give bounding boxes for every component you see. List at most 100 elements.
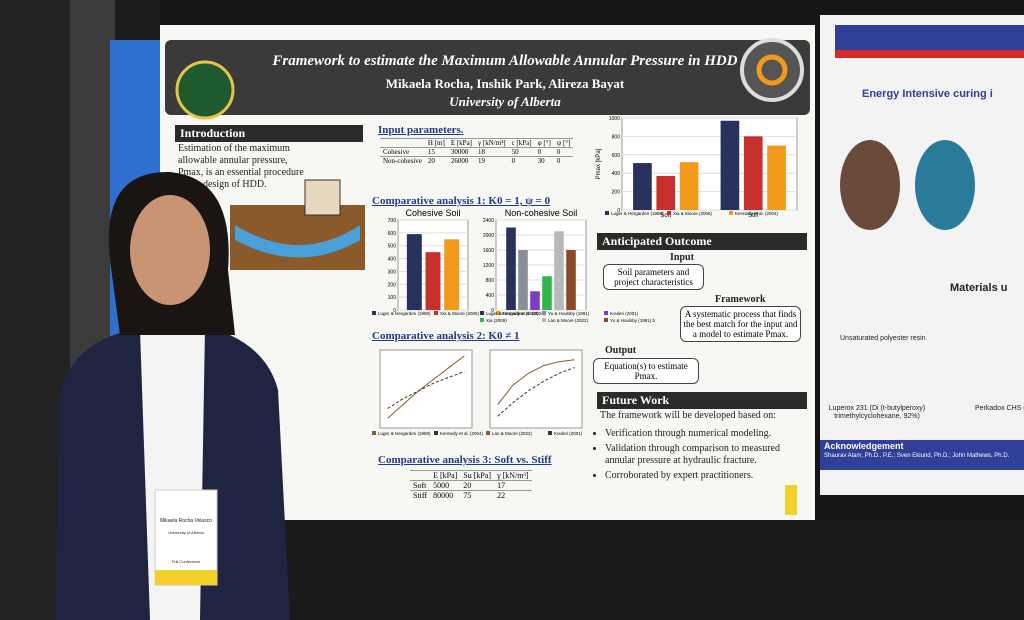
photo-part	[840, 140, 900, 230]
y-tick-label: 100	[388, 295, 397, 301]
ack-bar	[820, 440, 1024, 470]
legend-label: Luger & Hergarden (1988)	[611, 211, 664, 216]
header-cell: E [kPa]	[447, 138, 476, 148]
legend-label: Yu & Houlsby (1991)	[548, 311, 590, 316]
legend-label: Lan & Moore (2022)	[492, 431, 533, 436]
cell: 15	[424, 147, 448, 157]
y-tick-label: 500	[388, 244, 397, 250]
legend-swatch	[548, 431, 552, 435]
cell: Soft	[410, 480, 431, 491]
legend-swatch	[434, 431, 438, 435]
legend-swatch	[496, 311, 500, 315]
banner	[835, 50, 1024, 58]
line	[387, 370, 465, 409]
cell: Cohesive	[380, 147, 425, 157]
caption: Perkadox CHS (dibenzoylper	[975, 405, 1024, 412]
line	[387, 355, 465, 419]
section-heading: Introduction	[175, 125, 363, 142]
right-heading: Energy Intensive curing i	[862, 88, 993, 100]
legend-swatch	[542, 311, 546, 315]
cell: 18	[475, 147, 509, 157]
y-tick-label: 600	[388, 231, 397, 237]
cell: 19	[475, 156, 509, 165]
badge-name: Mikaela Rocha Velasco	[160, 518, 212, 524]
cell: 80000	[430, 490, 461, 500]
cell: 0	[508, 156, 535, 165]
bar	[554, 231, 564, 310]
table-cloth	[160, 520, 1024, 620]
flow-label: Output	[605, 345, 637, 356]
header-cell: E [kPa]	[430, 470, 461, 481]
y-tick-label: 400	[486, 293, 495, 299]
legend-label: Kennedy et al. (2004)	[735, 211, 779, 216]
line	[497, 359, 575, 405]
ack-text: Shaurav Alam, Ph.D., P.E.; Sven Eklund, …	[824, 453, 1010, 459]
bar	[743, 136, 763, 210]
cell: 50	[508, 147, 535, 157]
legend-label: Yu & Houlsby (1991) b	[610, 318, 656, 323]
legend-swatch	[605, 211, 609, 215]
legend-label: Luger & Hergarden (1988)	[378, 311, 431, 316]
bar	[506, 227, 516, 310]
y-tick-label: 700	[388, 218, 397, 224]
bar	[767, 145, 786, 210]
y-tick-label: 400	[388, 257, 397, 263]
badge-strip	[155, 570, 217, 585]
legend-label: Kennedy et al. (2004)	[440, 431, 484, 436]
flow-box: Equation(s) to estimate Pmax.	[593, 358, 699, 384]
y-tick-label: 200	[388, 282, 397, 288]
y-tick-label: 2000	[483, 233, 494, 239]
cell: 26000	[447, 156, 476, 165]
legend-swatch	[604, 318, 608, 322]
legend-swatch	[729, 211, 733, 215]
flow-box: Soil parameters and project characterist…	[603, 264, 704, 290]
section-heading: Future Work	[597, 392, 807, 409]
header-row: E [kPa] Su [kPa] γ [kN/m³]	[410, 470, 532, 481]
cell: 17	[494, 480, 532, 491]
bar	[679, 162, 699, 210]
banner	[835, 25, 1024, 50]
future-list: Verification through numerical modeling.…	[585, 428, 805, 485]
soft-stiff-table: E [kPa] Su [kPa] γ [kN/m³] Soft 5000 20 17 Stif…	[410, 470, 532, 500]
bar	[518, 250, 528, 310]
header-cell: c [kPa]	[508, 138, 535, 148]
y-tick-label: 1200	[483, 263, 494, 269]
bar	[530, 291, 540, 310]
header-cell: γ [kN/m³]	[475, 138, 509, 148]
sticky-note	[785, 485, 797, 515]
badge-org: University of Alberta	[168, 530, 204, 535]
header-cell: φ [°]	[534, 138, 554, 148]
legend-swatch	[486, 431, 490, 435]
bar	[542, 276, 552, 310]
cell: 75	[460, 490, 495, 500]
bar	[566, 250, 576, 310]
legend-label: Kouleri (2001)	[610, 311, 639, 316]
x-tick-label: Soft	[660, 213, 671, 219]
legend-swatch	[434, 311, 438, 315]
row: Cohesive 15 30000 18 50 0 0	[380, 147, 574, 157]
legend-label: Luger & Hergarden (1988)	[486, 311, 539, 316]
legend-label: Kouleri (2001)	[554, 431, 583, 436]
badge-type: Full Conference	[171, 559, 201, 564]
bar	[656, 175, 676, 210]
bar	[406, 234, 422, 310]
bullet: Validation through comparison to measure…	[605, 443, 805, 467]
photo-part	[915, 140, 975, 230]
header-cell: Su [kPa]	[460, 470, 495, 481]
face	[130, 195, 210, 305]
chart-title: Cohesive Soil	[405, 208, 460, 218]
bar	[720, 120, 740, 210]
row: Stiff 80000 75 22	[410, 490, 532, 500]
logo	[175, 60, 235, 120]
plot-area	[379, 349, 473, 429]
caption: Unsaturated polyester resin	[840, 335, 926, 342]
legend-label: Xia & Moore (2006)	[440, 311, 480, 316]
cell: Non-cohesive	[380, 156, 425, 165]
y-tick-label: 300	[388, 269, 397, 275]
row: Non-cohesive 20 26000 19 0 30 0	[380, 156, 574, 165]
plot-area	[489, 349, 583, 429]
flow-label: Framework	[715, 294, 766, 305]
legend-label: Kennedy et al. (2004)	[502, 311, 546, 316]
